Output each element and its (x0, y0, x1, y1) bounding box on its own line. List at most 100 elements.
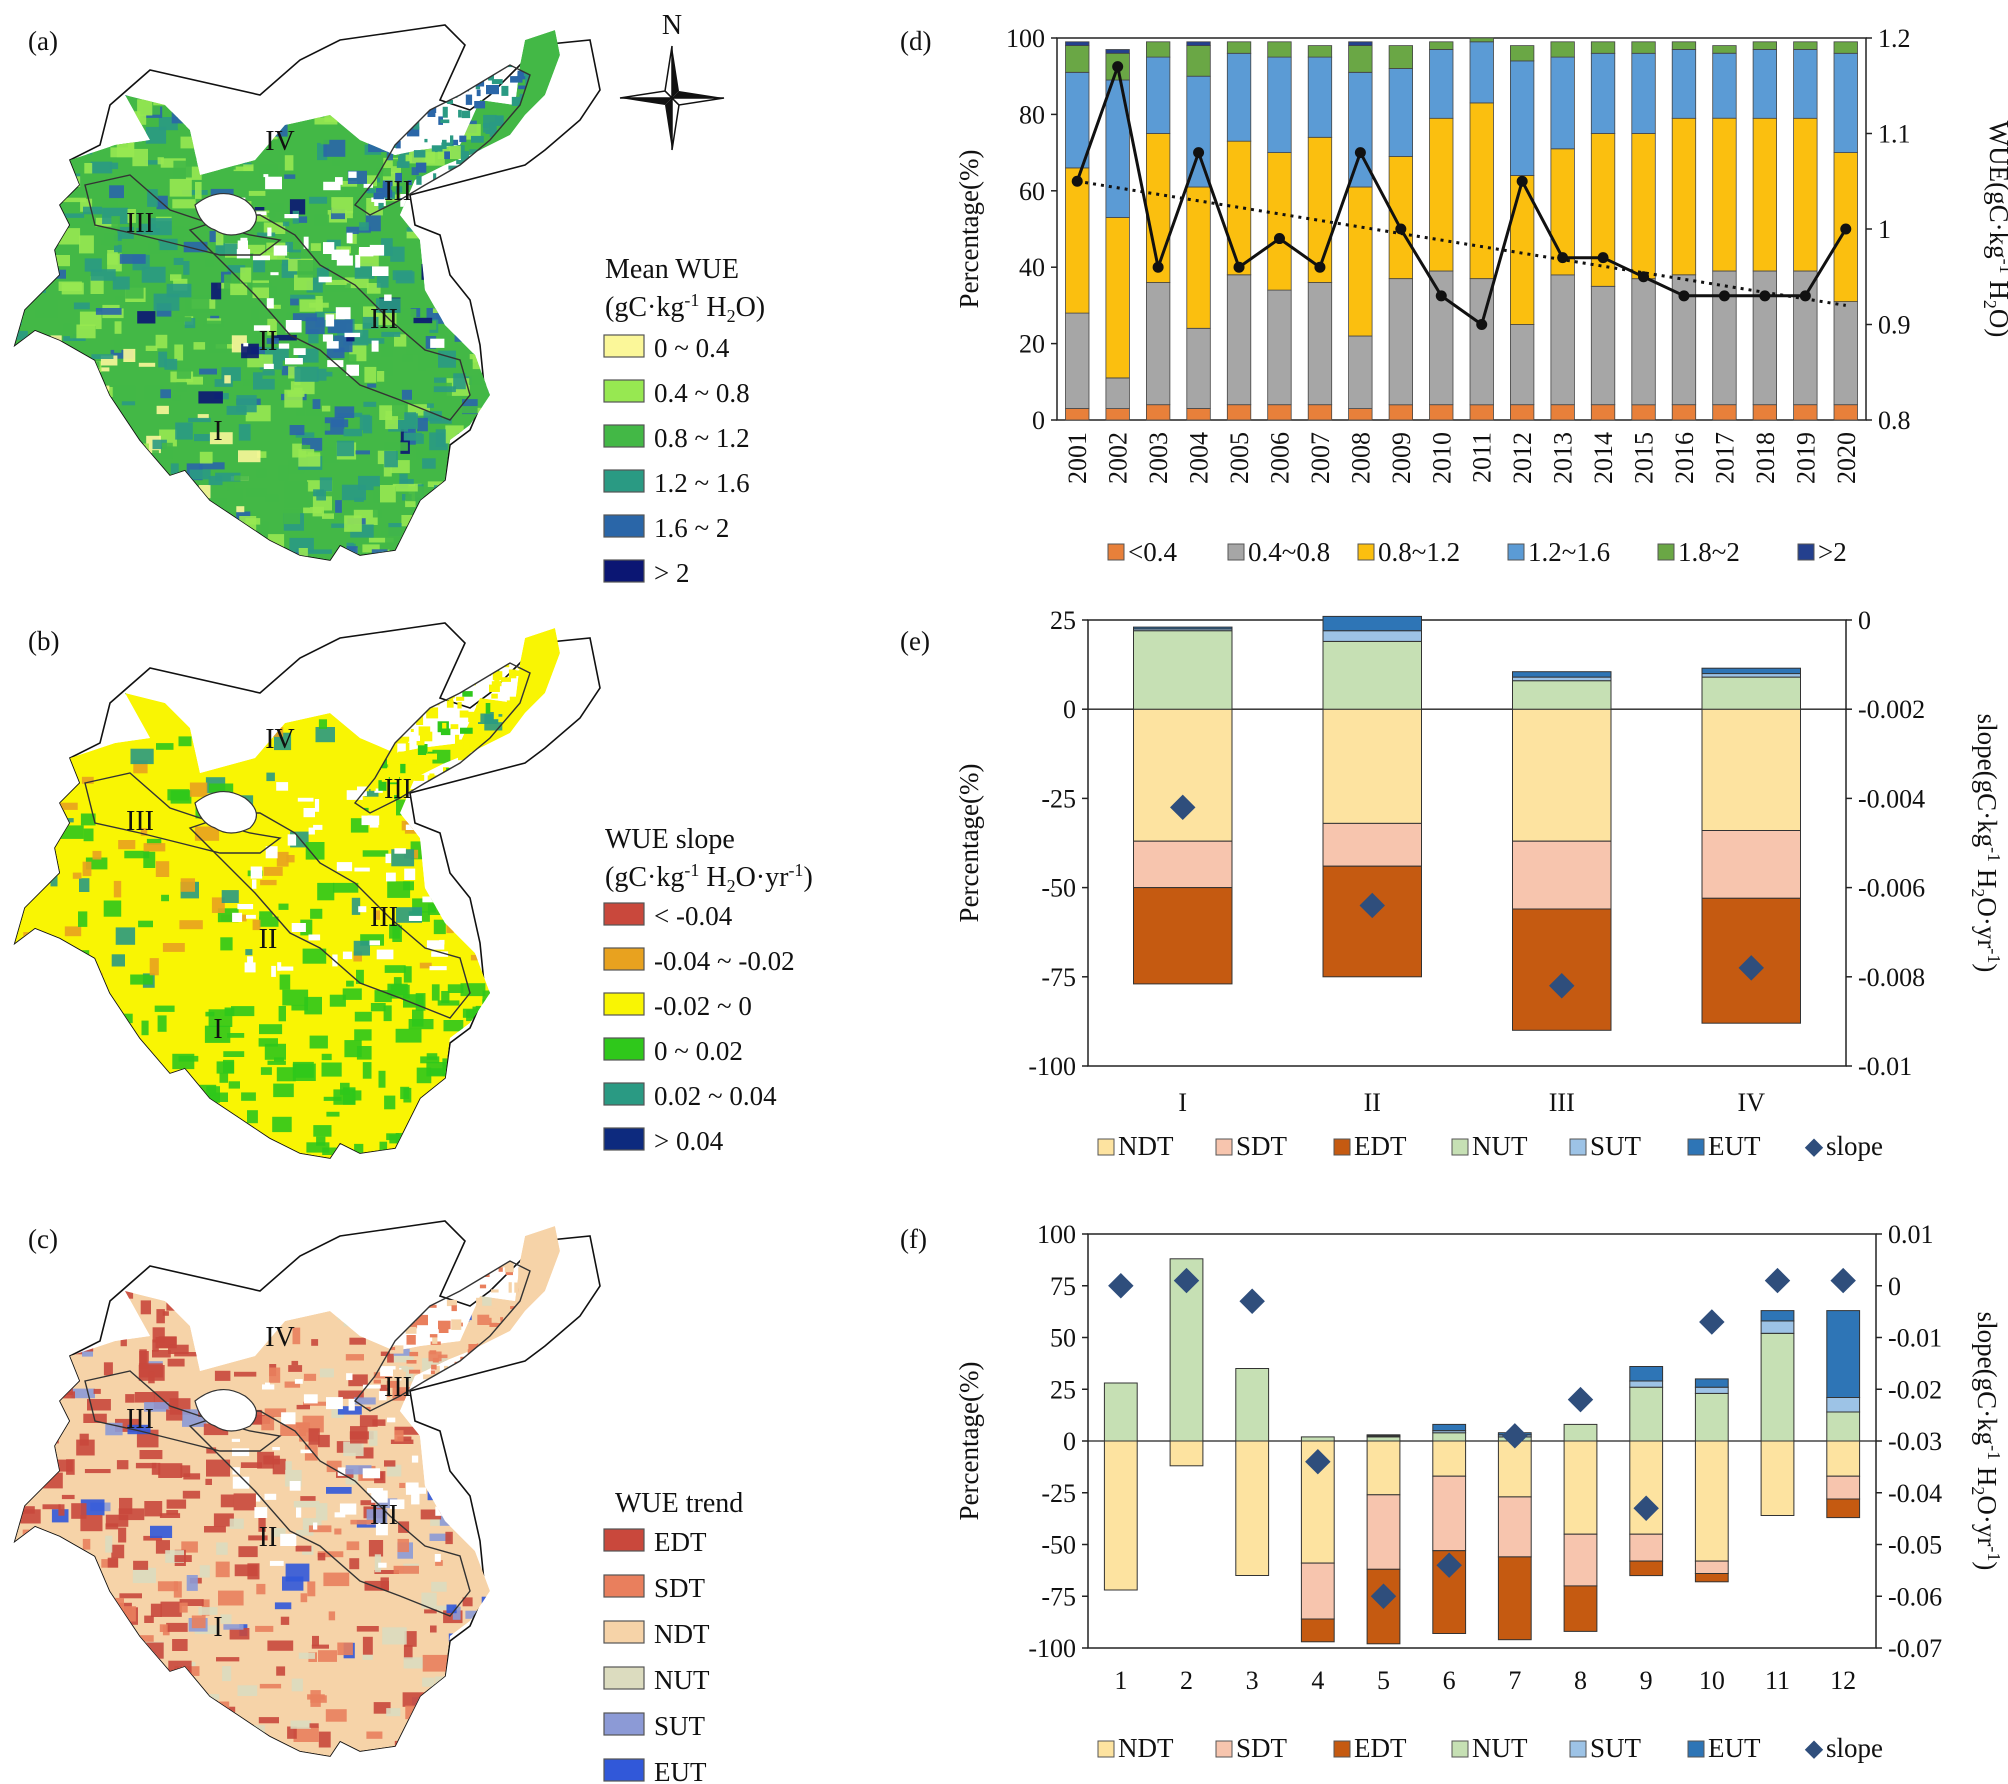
legend-chartE-swatch-4 (1569, 1138, 1587, 1156)
x-tick-label: III (1549, 1088, 1575, 1117)
legend-chartF-swatch-4 (1569, 1740, 1587, 1758)
bar-2001-5 (1065, 41, 1090, 46)
bar-2020-0 (1833, 404, 1858, 421)
bar-1-NUT (1103, 1382, 1138, 1442)
legend-a-swatch-0 (603, 334, 645, 358)
bar-10-EDT (1694, 1573, 1729, 1583)
legend-chartE-label-4: SUT (1590, 1131, 1642, 1161)
island-outline (194, 193, 257, 236)
y-axis-label: Percentage(%) (954, 1362, 984, 1521)
bar-III-NDT (1512, 708, 1612, 842)
bar-2005-0 (1226, 404, 1252, 421)
region-ii-boundary (188, 1410, 471, 1617)
y-tick-label: 75 (1050, 1272, 1076, 1301)
y-tick-label: 25 (1050, 606, 1076, 635)
legend-chartE-label-5: EUT (1708, 1131, 1761, 1161)
bar-2017-0 (1712, 404, 1737, 421)
region-label-i: I (213, 1612, 222, 1643)
bar-2001-2 (1065, 167, 1090, 314)
bar-2008-5 (1348, 41, 1373, 46)
region-label-ii: II (259, 326, 278, 357)
bar-9-EDT (1629, 1560, 1664, 1577)
legend-b-swatch-1 (603, 947, 645, 971)
y2-tick-label: 1.1 (1878, 120, 1911, 149)
y-tick-label: 25 (1050, 1375, 1076, 1404)
y2-tick-label: 0.8 (1878, 406, 1911, 435)
bar-III-EDT (1512, 908, 1612, 1031)
legend-d-swatch-1 (1227, 543, 1245, 561)
bar-2019-4 (1793, 41, 1818, 50)
bar-2017-4 (1712, 45, 1737, 54)
bar-3-NDT (1235, 1440, 1270, 1576)
x-tick-label: 8 (1574, 1666, 1587, 1695)
bar-2010-3 (1429, 49, 1454, 119)
bar-2002-5 (1105, 49, 1130, 54)
bar-2007-4 (1307, 45, 1333, 58)
legend-c-swatch-0 (603, 1528, 645, 1552)
y2-tick-label: 0 (1888, 1272, 1901, 1301)
bar-2012-0 (1510, 404, 1535, 421)
bar-2016-3 (1671, 49, 1697, 119)
legend-b-label-4: 0.02 ~ 0.04 (654, 1081, 777, 1111)
bar-2007-1 (1307, 282, 1333, 406)
legend-b-title: WUE slope (605, 824, 735, 855)
legend-chartE-label-6: slope (1826, 1131, 1883, 1161)
legend-a-label-4: 1.6 ~ 2 (654, 513, 729, 543)
legend-a-swatch-4 (603, 514, 645, 538)
chart-e-region-trend: 25 0 -25 -50 -75 -100 0 -0.002 -0.004 -0.006 -0.00… (954, 606, 2004, 1161)
legend-c-title: WUE trend (615, 1488, 743, 1519)
bar-2014-1 (1590, 285, 1616, 406)
bar-4-EDT (1300, 1618, 1335, 1643)
legend-d-swatch-0 (1107, 543, 1125, 561)
legend-d-swatch-3 (1507, 543, 1525, 561)
bar-2004-3 (1186, 75, 1211, 188)
legend-a-label-2: 0.8 ~ 1.2 (654, 423, 750, 453)
legend-b-swatch-2 (603, 992, 645, 1016)
y-tick-label: 80 (1019, 100, 1045, 129)
bar-III-EUT (1512, 671, 1612, 678)
wue-point-2007 (1314, 261, 1326, 273)
bar-2015-1 (1631, 278, 1656, 406)
bar-2006-4 (1267, 41, 1292, 58)
legend-chartE-label-0: NDT (1118, 1131, 1174, 1161)
bar-2018-4 (1752, 41, 1777, 50)
wue-point-2009 (1395, 223, 1407, 235)
wue-line (1075, 61, 1848, 327)
legend-chartF-swatch-2 (1333, 1740, 1351, 1758)
bar-12-EUT (1826, 1310, 1861, 1398)
bar-12-SDT (1826, 1475, 1861, 1500)
bar-II-EDT (1322, 865, 1422, 978)
legend-c-swatch-5 (603, 1758, 645, 1782)
x-tick-label: 2001 (1063, 432, 1092, 484)
x-tick-label: 2005 (1225, 432, 1254, 484)
wue-point-2004 (1193, 147, 1205, 159)
bar-10-SDT (1694, 1560, 1729, 1574)
region-iii-ne-boundary (353, 662, 531, 814)
x-tick-label: 2006 (1265, 432, 1294, 484)
y-tick-label: 0 (1063, 1427, 1076, 1456)
wue-point-2012 (1516, 175, 1528, 187)
bar-I-SDT (1133, 840, 1233, 889)
x-tick-label: 2017 (1710, 432, 1739, 484)
bar-2005-3 (1226, 52, 1252, 142)
bar-11-SUT (1760, 1320, 1795, 1334)
x-tick-label: 2019 (1791, 432, 1820, 484)
x-tick-label: II (1364, 1088, 1381, 1117)
panel-label-f: (f) (900, 1224, 927, 1254)
bar-2008-0 (1348, 408, 1373, 421)
legend-b-swatch-4 (603, 1082, 645, 1106)
region-iii-ne-boundary (353, 64, 531, 216)
legend-c-swatch-4 (603, 1712, 645, 1736)
trend-line (1076, 179, 1847, 307)
legend-chartE-swatch-0 (1097, 1138, 1115, 1156)
region-label-iii-west: III (126, 1404, 154, 1435)
bar-2010-2 (1429, 117, 1454, 272)
y2-tick-label: -0.05 (1888, 1531, 1942, 1560)
wue-point-2014 (1597, 252, 1609, 264)
legend-b-swatch-0 (603, 902, 645, 926)
y2-tick-label: -0.01 (1858, 1052, 1912, 1081)
legend-d-label-3: 1.2~1.6 (1528, 537, 1610, 567)
legend-a-swatch-3 (603, 469, 645, 493)
bar-I-NDT (1133, 708, 1233, 842)
wue-point-2019 (1799, 290, 1811, 302)
